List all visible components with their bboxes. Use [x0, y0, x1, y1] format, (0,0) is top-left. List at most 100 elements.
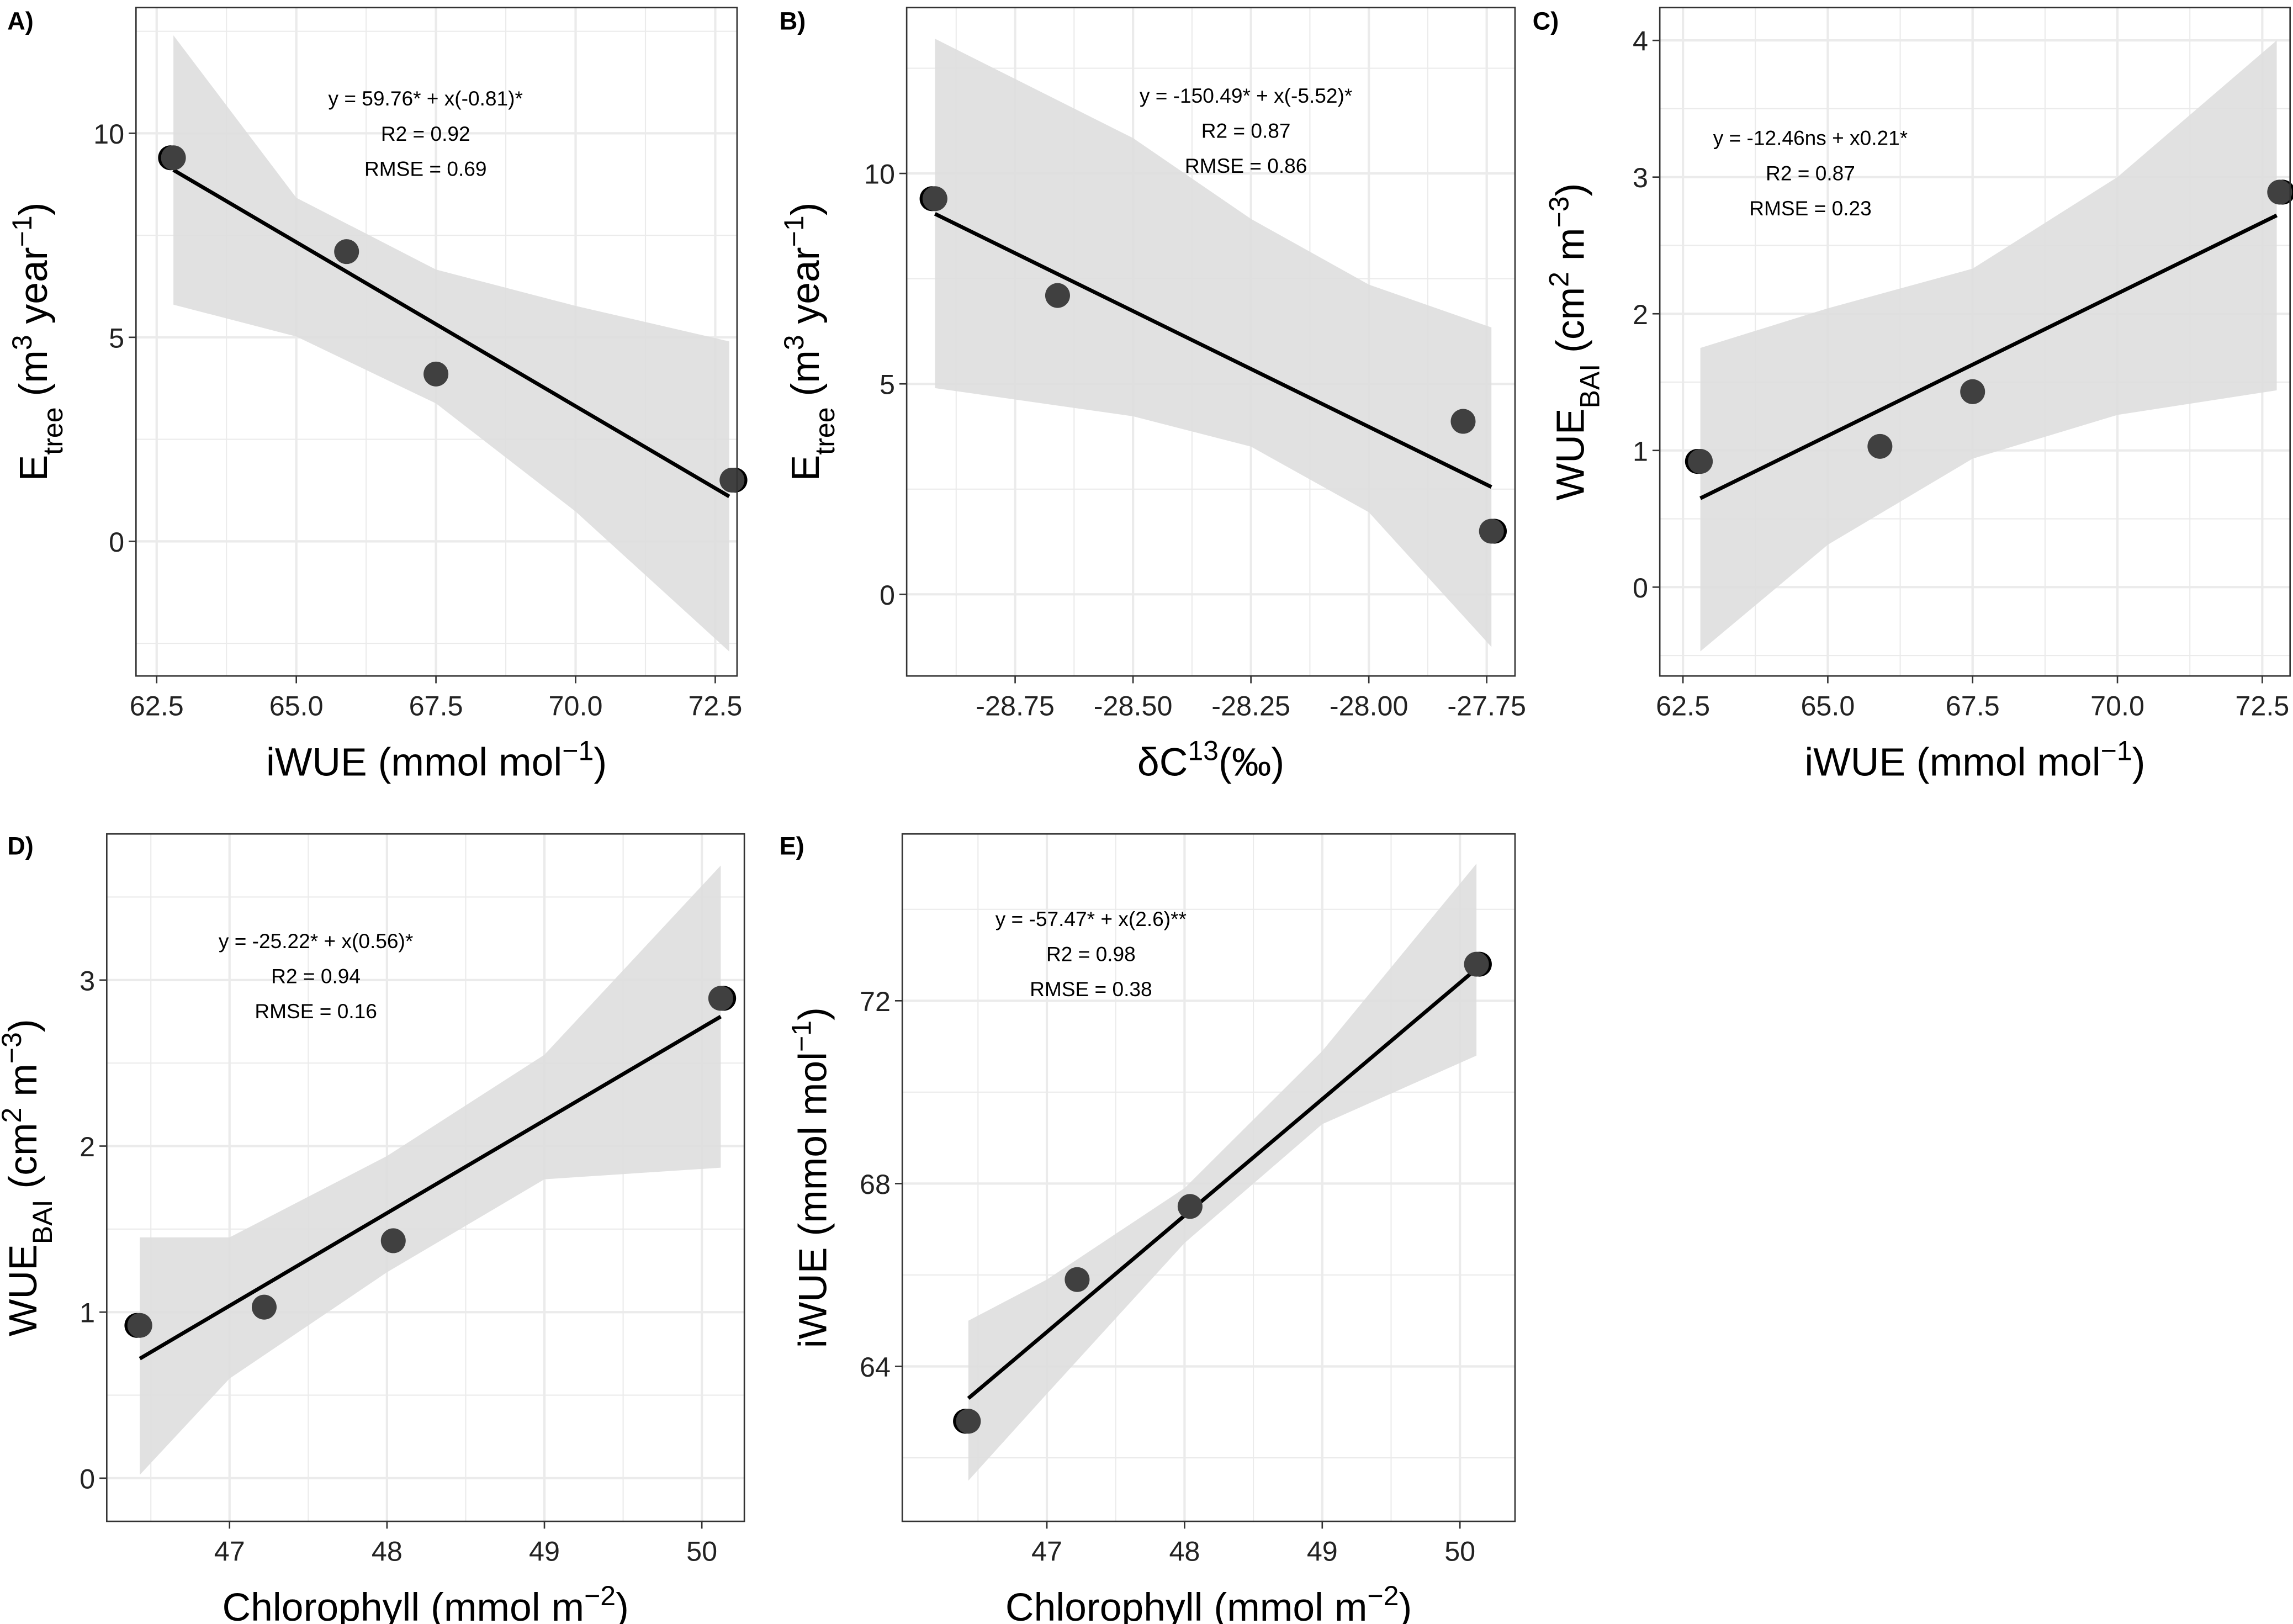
y-axis-title: iWUE (mmol mol−1)	[786, 1007, 835, 1348]
data-point	[380, 1228, 406, 1253]
data-point	[1065, 1267, 1090, 1292]
regression-line	[967, 967, 1478, 1400]
label-segment: 13	[1188, 735, 1219, 766]
plot-frame	[1659, 7, 2291, 677]
y-tick-label: 64	[860, 1351, 891, 1383]
regression-line	[172, 168, 730, 499]
regression-annotation: RMSE = 0.86	[1185, 154, 1307, 177]
y-tick-label: 4	[1633, 25, 1648, 57]
data-point	[2267, 179, 2292, 205]
x-tick-label: 62.5	[1656, 690, 1710, 722]
label-segment: E	[783, 455, 828, 482]
label-segment: WUE	[1548, 408, 1592, 500]
label-segment: −1	[2101, 735, 2132, 766]
regression-annotation: R2 = 0.98	[1046, 943, 1136, 966]
data-point	[956, 1409, 981, 1434]
x-axis-title: δC13(‰)	[1137, 735, 1284, 784]
label-segment: 3	[779, 335, 809, 350]
confidence-band	[968, 864, 1477, 1481]
x-tick-label: 62.5	[130, 690, 184, 722]
y-tick-label: 3	[1633, 162, 1648, 193]
label-segment: iWUE (mmol mol	[791, 1052, 835, 1348]
label-segment: )	[1399, 1585, 1412, 1624]
x-tick-label: 50	[1444, 1536, 1475, 1567]
panel-label: B)	[780, 7, 806, 35]
y-tick-label: 0	[880, 579, 895, 611]
label-segment: BAI	[1574, 364, 1605, 409]
x-tick-label: 49	[529, 1536, 560, 1567]
label-segment: 3	[7, 335, 38, 350]
label-segment: (cm	[1, 1123, 45, 1199]
plot-frame	[106, 833, 745, 1522]
regression-annotation: R2 = 0.92	[381, 122, 470, 145]
data-point	[251, 1294, 277, 1320]
label-segment: )	[1, 1019, 45, 1032]
confidence-band	[173, 35, 729, 652]
regression-line	[139, 1015, 722, 1361]
x-tick-label: -28.50	[1094, 690, 1173, 722]
panel-b: -28.75 -28.50 -28.25 -28.00 -27.75 0 5 10 δC13(‰…	[779, 7, 1526, 784]
data-point	[161, 145, 186, 171]
data-point	[423, 361, 449, 387]
regression-annotation: RMSE = 0.23	[1749, 197, 1872, 220]
y-tick-label: 0	[80, 1463, 95, 1494]
x-tick-label: 67.5	[1946, 690, 2000, 722]
label-segment: −2	[1367, 1580, 1399, 1611]
data-point	[1464, 951, 1489, 977]
label-segment: )	[594, 740, 607, 784]
label-segment: tree	[38, 407, 68, 454]
regression-annotation: RMSE = 0.69	[364, 157, 487, 180]
data-point	[1479, 519, 1504, 544]
plot-frame	[901, 833, 1516, 1522]
label-segment: −3	[1543, 196, 1574, 228]
regression-annotation: R2 = 0.94	[271, 964, 361, 987]
data-point	[922, 186, 947, 211]
label-segment: )	[791, 1007, 835, 1020]
panel-label: E)	[780, 832, 804, 860]
y-axis-title: WUEBAI (cm2 m−3)	[0, 1019, 58, 1336]
label-segment: WUE	[1, 1244, 45, 1336]
label-segment: Chlorophyll (mmol m	[223, 1585, 585, 1624]
y-tick-label: 1	[80, 1297, 95, 1329]
label-segment: )	[2132, 740, 2146, 784]
label-segment: −1	[562, 735, 594, 766]
y-tick-label: 10	[93, 118, 124, 150]
x-tick-label: 67.5	[409, 690, 463, 722]
plot-frame	[905, 7, 1516, 677]
confidence-band	[1700, 40, 2277, 652]
x-tick-label: 48	[1169, 1536, 1200, 1567]
label-segment: E	[12, 455, 56, 482]
data-point	[1688, 449, 1713, 474]
panel-label: A)	[7, 7, 33, 35]
y-tick-label: 10	[864, 158, 895, 190]
panel-label: D)	[7, 832, 33, 860]
y-tick-label: 68	[860, 1168, 891, 1200]
x-axis-title: Chlorophyll (mmol m−2)	[1005, 1580, 1412, 1624]
data-point	[1045, 283, 1070, 308]
x-tick-label: -28.25	[1211, 690, 1290, 722]
regression-annotation: y = -150.49* + x(-5.52)*	[1140, 84, 1352, 107]
label-segment: iWUE (mmol mol	[1804, 740, 2100, 784]
regression-annotation: y = -57.47* + x(2.6)**	[995, 907, 1187, 930]
regression-annotation: y = -12.46ns + x0.21*	[1713, 126, 1908, 150]
label-segment: (m	[783, 350, 828, 407]
x-tick-label: 72.5	[688, 690, 742, 722]
label-segment: )	[783, 203, 828, 216]
label-segment: )	[1548, 183, 1592, 197]
label-segment: −2	[584, 1580, 616, 1611]
y-tick-label: 0	[109, 526, 124, 558]
label-segment: −1	[786, 1020, 817, 1052]
regression-line	[1699, 213, 2278, 500]
regression-line	[934, 212, 1492, 489]
regression-annotation: y = 59.76* + x(-0.81)*	[329, 87, 523, 110]
data-point	[1960, 379, 1985, 404]
y-tick-label: 2	[80, 1131, 95, 1162]
panel-label: C)	[1533, 7, 1559, 35]
x-tick-label: 48	[372, 1536, 403, 1567]
label-segment: )	[616, 1585, 629, 1624]
label-segment: BAI	[27, 1199, 58, 1244]
y-tick-label: 1	[1633, 435, 1648, 467]
x-tick-label: 70.0	[549, 690, 603, 722]
x-tick-label: -27.75	[1447, 690, 1526, 722]
